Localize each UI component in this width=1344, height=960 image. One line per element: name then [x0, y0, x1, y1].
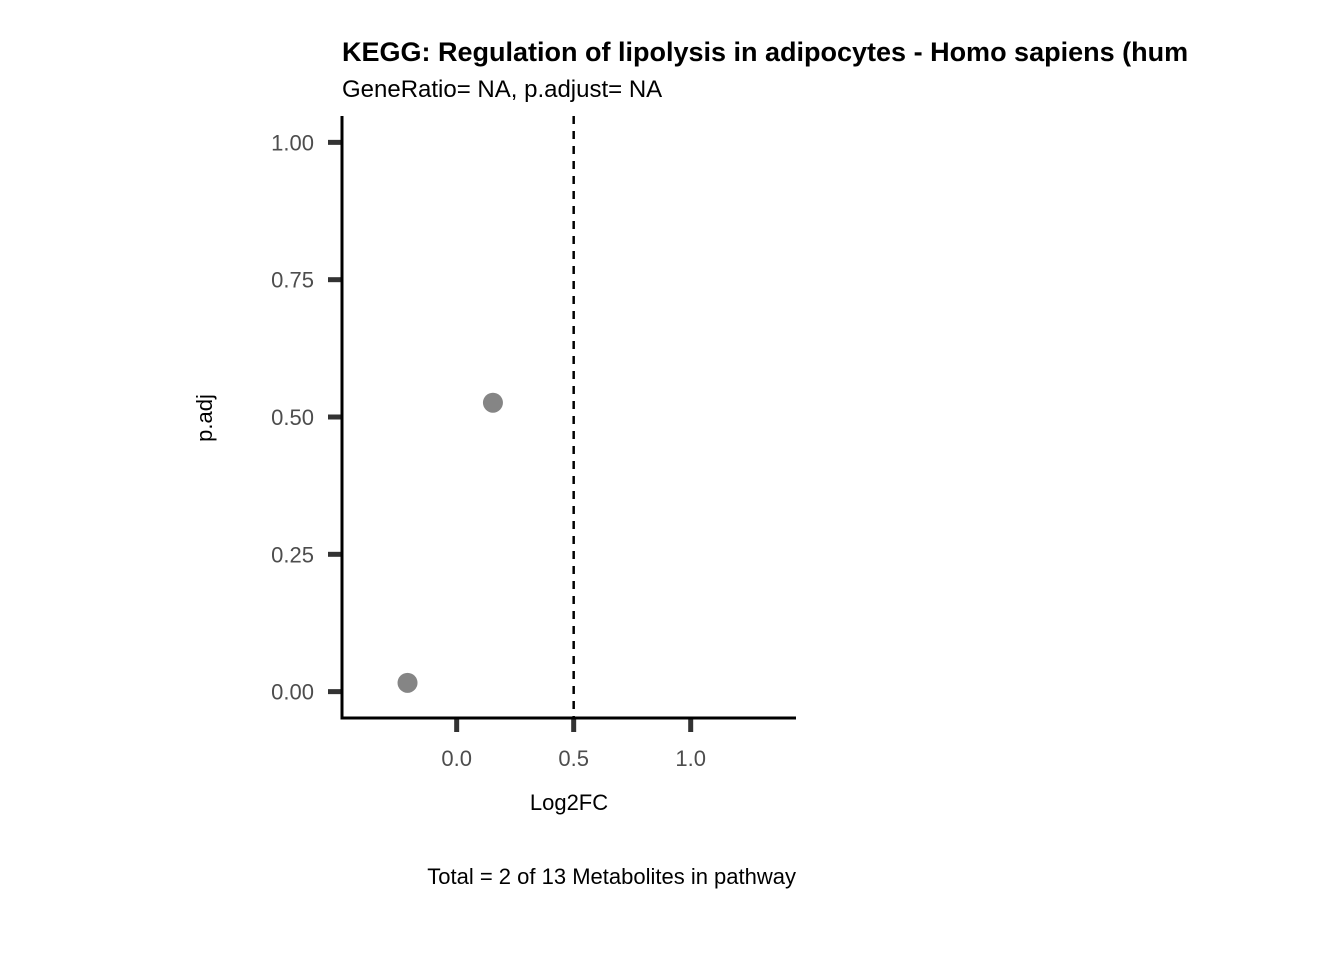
chart-subtitle: GeneRatio= NA, p.adjust= NA — [342, 76, 662, 103]
x-tick-label: 1.0 — [675, 746, 706, 771]
chart-title: KEGG: Regulation of lipolysis in adipocy… — [342, 37, 1188, 67]
data-point — [397, 672, 418, 693]
x-tick-label: 0.5 — [558, 746, 589, 771]
chart-caption: Total = 2 of 13 Metabolites in pathway — [427, 864, 796, 889]
y-tick-label: 0.25 — [271, 542, 314, 567]
x-tick-label: 0.0 — [441, 746, 472, 771]
y-tick-label: 0.75 — [271, 268, 314, 293]
x-axis-label: Log2FC — [530, 790, 608, 815]
y-tick-label: 0.00 — [271, 680, 314, 705]
data-point — [482, 392, 503, 413]
y-axis-label: p.adj — [192, 394, 217, 442]
plot-area: 0.00 0.25 0.50 0.75 1.00 0.0 0.5 1.0 — [271, 116, 796, 771]
y-tick-label: 0.50 — [271, 405, 314, 430]
y-tick-label: 1.00 — [271, 130, 314, 155]
